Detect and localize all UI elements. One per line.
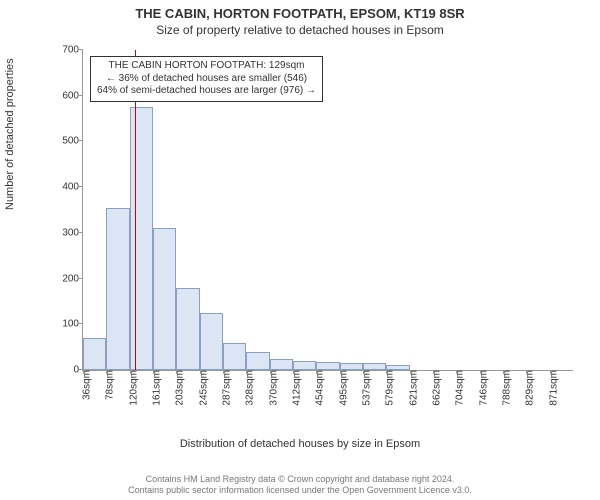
xtick-label: 36sqm [78, 370, 93, 400]
xtick-label: 454sqm [311, 370, 326, 406]
xtick-label: 412sqm [288, 370, 303, 406]
xtick-label: 829sqm [521, 370, 536, 406]
xtick-label: 370sqm [264, 370, 279, 406]
histogram-bar [340, 363, 363, 370]
xtick-label: 579sqm [381, 370, 396, 406]
annotation-line3: 64% of semi-detached houses are larger (… [97, 85, 316, 98]
xtick-label: 746sqm [474, 370, 489, 406]
xtick-label: 328sqm [241, 370, 256, 406]
ytick-mark [79, 95, 83, 96]
histogram-bar [316, 362, 339, 370]
histogram-bar [223, 343, 246, 370]
chart-title: THE CABIN, HORTON FOOTPATH, EPSOM, KT19 … [0, 0, 600, 21]
xtick-label: 537sqm [358, 370, 373, 406]
ytick-mark [79, 186, 83, 187]
histogram-bar [83, 338, 106, 370]
yaxis-label: Number of detached properties [4, 58, 16, 210]
histogram-bar [106, 208, 129, 370]
ytick-label: 700 [51, 45, 83, 56]
ytick-label: 200 [51, 273, 83, 284]
histogram-bar [246, 352, 269, 370]
histogram-bar [176, 288, 199, 370]
ytick-label: 300 [51, 227, 83, 238]
ytick-mark [79, 49, 83, 50]
xtick-label: 662sqm [428, 370, 443, 406]
chart-area: 0100200300400500600700 36sqm78sqm120sqm1… [52, 50, 572, 400]
xtick-label: 287sqm [218, 370, 233, 406]
ytick-label: 500 [51, 136, 83, 147]
xtick-label: 495sqm [334, 370, 349, 406]
ytick-label: 100 [51, 319, 83, 330]
xtick-label: 161sqm [148, 370, 163, 406]
ytick-mark [79, 323, 83, 324]
ytick-mark [79, 278, 83, 279]
ytick-label: 400 [51, 182, 83, 193]
chart-subtitle: Size of property relative to detached ho… [0, 21, 600, 37]
ytick-label: 600 [51, 90, 83, 101]
annotation-line1: THE CABIN HORTON FOOTPATH: 129sqm [97, 60, 316, 73]
footer-line2: Contains public sector information licen… [0, 485, 600, 496]
histogram-bar [200, 313, 223, 370]
xtick-label: 120sqm [124, 370, 139, 406]
histogram-bar [293, 361, 316, 370]
xtick-label: 245sqm [194, 370, 209, 406]
xtick-label: 78sqm [101, 370, 116, 400]
ytick-mark [79, 140, 83, 141]
histogram-bar [270, 359, 293, 370]
xtick-label: 704sqm [451, 370, 466, 406]
annotation-box: THE CABIN HORTON FOOTPATH: 129sqm ← 36% … [90, 56, 323, 102]
xtick-label: 203sqm [171, 370, 186, 406]
footer: Contains HM Land Registry data © Crown c… [0, 474, 600, 497]
ytick-mark [79, 232, 83, 233]
histogram-bar [130, 107, 153, 370]
footer-line1: Contains HM Land Registry data © Crown c… [0, 474, 600, 485]
xtick-label: 788sqm [498, 370, 513, 406]
annotation-line2: ← 36% of detached houses are smaller (54… [97, 73, 316, 86]
xtick-label: 621sqm [404, 370, 419, 406]
xtick-label: 871sqm [544, 370, 559, 406]
histogram-bar [153, 228, 176, 370]
xaxis-label: Distribution of detached houses by size … [0, 438, 600, 450]
histogram-bar [363, 363, 386, 370]
